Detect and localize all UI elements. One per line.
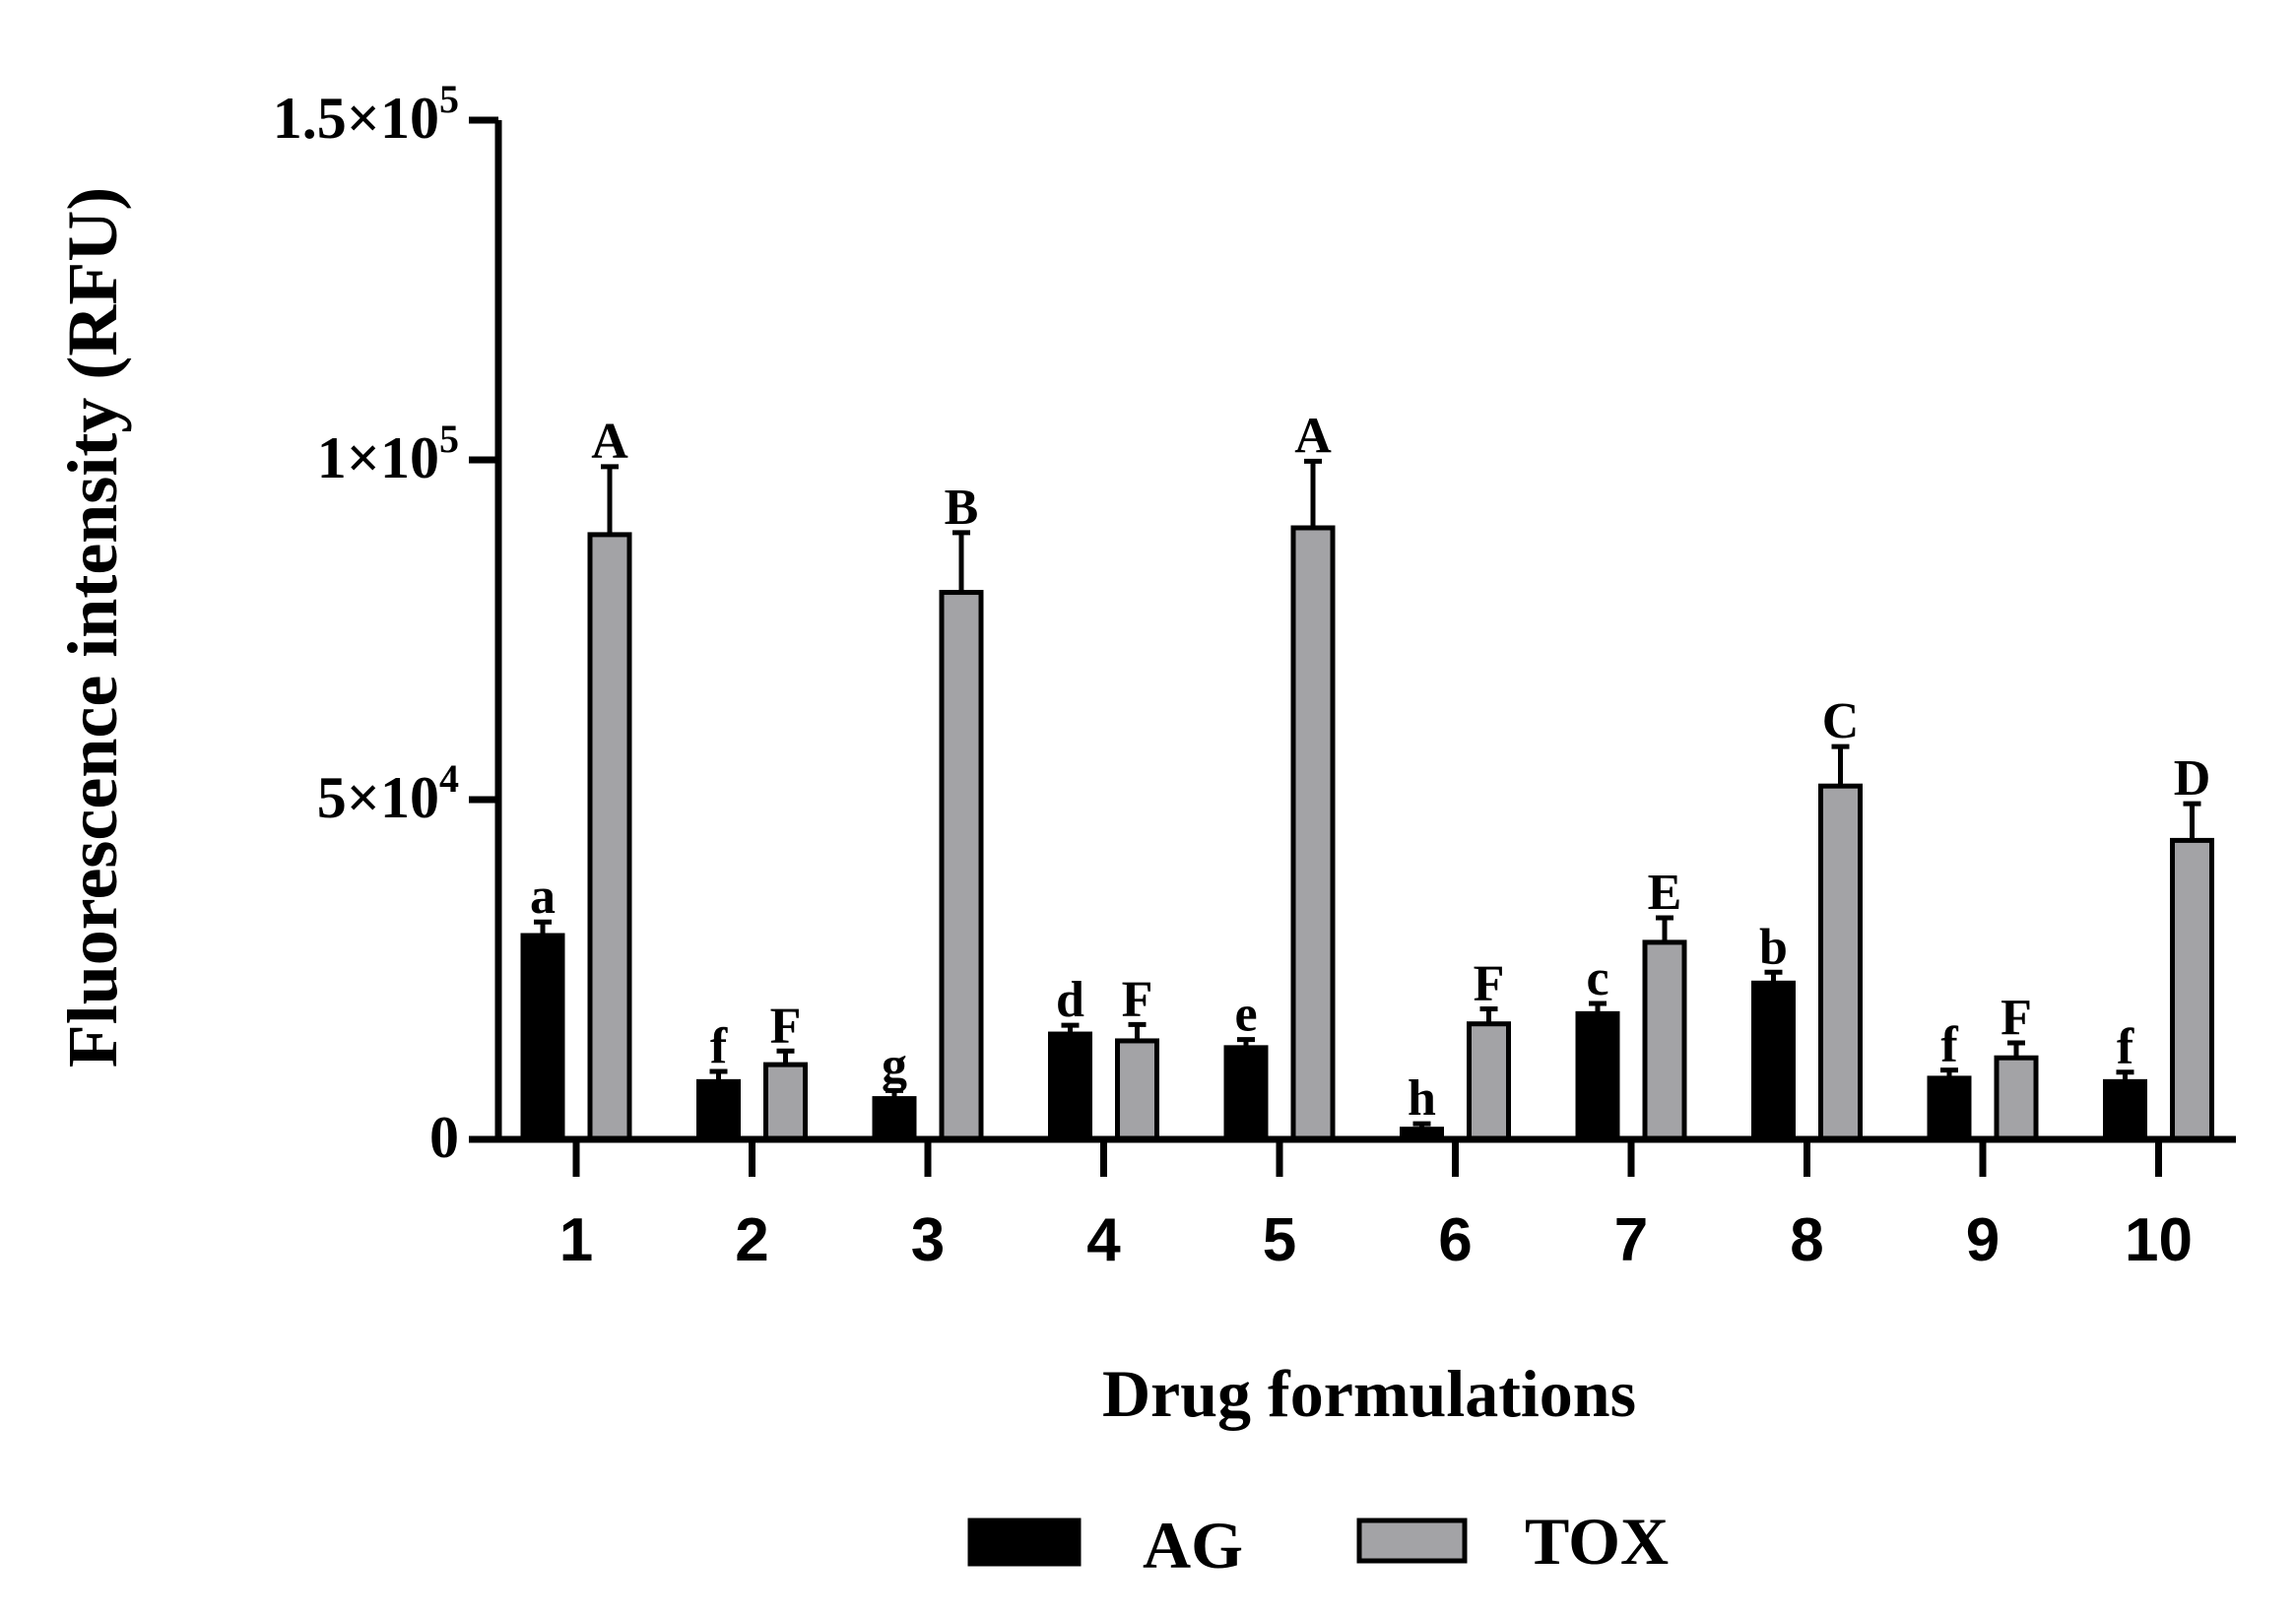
bar-ag-10 xyxy=(2103,1078,2147,1142)
x-tick-label: 7 xyxy=(1614,1206,1648,1274)
bar-tox-1 xyxy=(587,532,632,1142)
y-tick-label: 1×105 xyxy=(317,417,459,490)
significance-letter-tox-5: A xyxy=(1294,408,1332,464)
bars-layer: a f g d e h c b f f A F B F A F E C F D xyxy=(520,408,2214,1142)
significance-letter-tox-1: A xyxy=(591,414,628,470)
significance-letter-tox-10: D xyxy=(2174,750,2211,807)
legend-swatch-ag xyxy=(967,1518,1082,1567)
significance-letter-ag-3: g xyxy=(882,1037,907,1093)
bar-ag-7 xyxy=(1575,1010,1620,1142)
significance-letter-ag-5: e xyxy=(1234,987,1257,1043)
significance-letter-ag-10: f xyxy=(2117,1019,2134,1075)
bar-tox-8 xyxy=(1818,783,1863,1142)
x-tick-label: 8 xyxy=(1790,1206,1823,1274)
significance-letter-ag-9: f xyxy=(1940,1017,1958,1073)
bar-tox-9 xyxy=(1994,1055,2039,1142)
bar-ag-8 xyxy=(1751,980,1796,1142)
significance-letter-tox-8: C xyxy=(1822,693,1860,749)
x-tick-label: 5 xyxy=(1263,1206,1296,1274)
y-tick-label: 1.5×105 xyxy=(273,77,459,151)
bar-ag-1 xyxy=(520,933,565,1142)
y-tick-label: 5×104 xyxy=(317,756,459,830)
bar-ag-3 xyxy=(872,1096,917,1142)
significance-letter-tox-9: F xyxy=(2001,990,2032,1046)
significance-letter-ag-2: f xyxy=(710,1018,728,1074)
significance-letter-ag-4: d xyxy=(1056,972,1084,1028)
axes-layer: 0 5×104 1×105 1.5×105 1 2 3 4 5 6 7 8 9 10 xyxy=(273,77,2236,1274)
bar-tox-6 xyxy=(1467,1021,1511,1142)
x-tick-label: 6 xyxy=(1438,1206,1472,1274)
significance-letter-tox-4: F xyxy=(1122,971,1153,1027)
significance-letter-tox-7: E xyxy=(1648,865,1682,921)
x-tick-label: 4 xyxy=(1086,1206,1121,1274)
bar-tox-3 xyxy=(939,590,984,1142)
significance-letter-ag-7: c xyxy=(1586,950,1608,1006)
bar-ag-9 xyxy=(1927,1075,1972,1142)
x-tick-label: 9 xyxy=(1966,1206,2000,1274)
legend: AG TOX xyxy=(967,1504,1669,1583)
x-tick-label: 3 xyxy=(911,1206,945,1274)
significance-letter-ag-1: a xyxy=(530,869,556,925)
bar-tox-10 xyxy=(2170,837,2214,1142)
y-tick-exponent: 5 xyxy=(439,77,459,121)
bar-ag-2 xyxy=(696,1078,741,1142)
legend-label-tox: TOX xyxy=(1525,1504,1669,1579)
significance-letter-ag-8: b xyxy=(1759,919,1788,975)
x-tick-label: 1 xyxy=(559,1206,593,1274)
legend-label-ag: AG xyxy=(1143,1508,1243,1583)
bar-ag-5 xyxy=(1223,1045,1269,1142)
x-tick-label: 10 xyxy=(2125,1206,2193,1274)
significance-letter-tox-3: B xyxy=(945,480,979,536)
significance-letter-ag-6: h xyxy=(1408,1070,1436,1127)
bar-tox-7 xyxy=(1642,939,1687,1142)
significance-letter-tox-6: F xyxy=(1474,956,1505,1012)
legend-swatch-tox xyxy=(1356,1518,1468,1564)
bar-tox-4 xyxy=(1115,1038,1159,1142)
x-tick-label: 2 xyxy=(735,1206,768,1274)
significance-letter-tox-2: F xyxy=(770,998,802,1054)
bar-tox-5 xyxy=(1290,525,1336,1142)
y-tick-label: 0 xyxy=(429,1105,459,1170)
bar-ag-4 xyxy=(1048,1031,1092,1142)
y-tick-exponent: 5 xyxy=(439,417,459,461)
x-axis-title: Drug formulations xyxy=(1102,1356,1636,1431)
bar-tox-2 xyxy=(763,1062,808,1142)
y-tick-exponent: 4 xyxy=(439,756,459,801)
y-axis-title: Fluorescence intensity (RFU) xyxy=(53,187,132,1067)
